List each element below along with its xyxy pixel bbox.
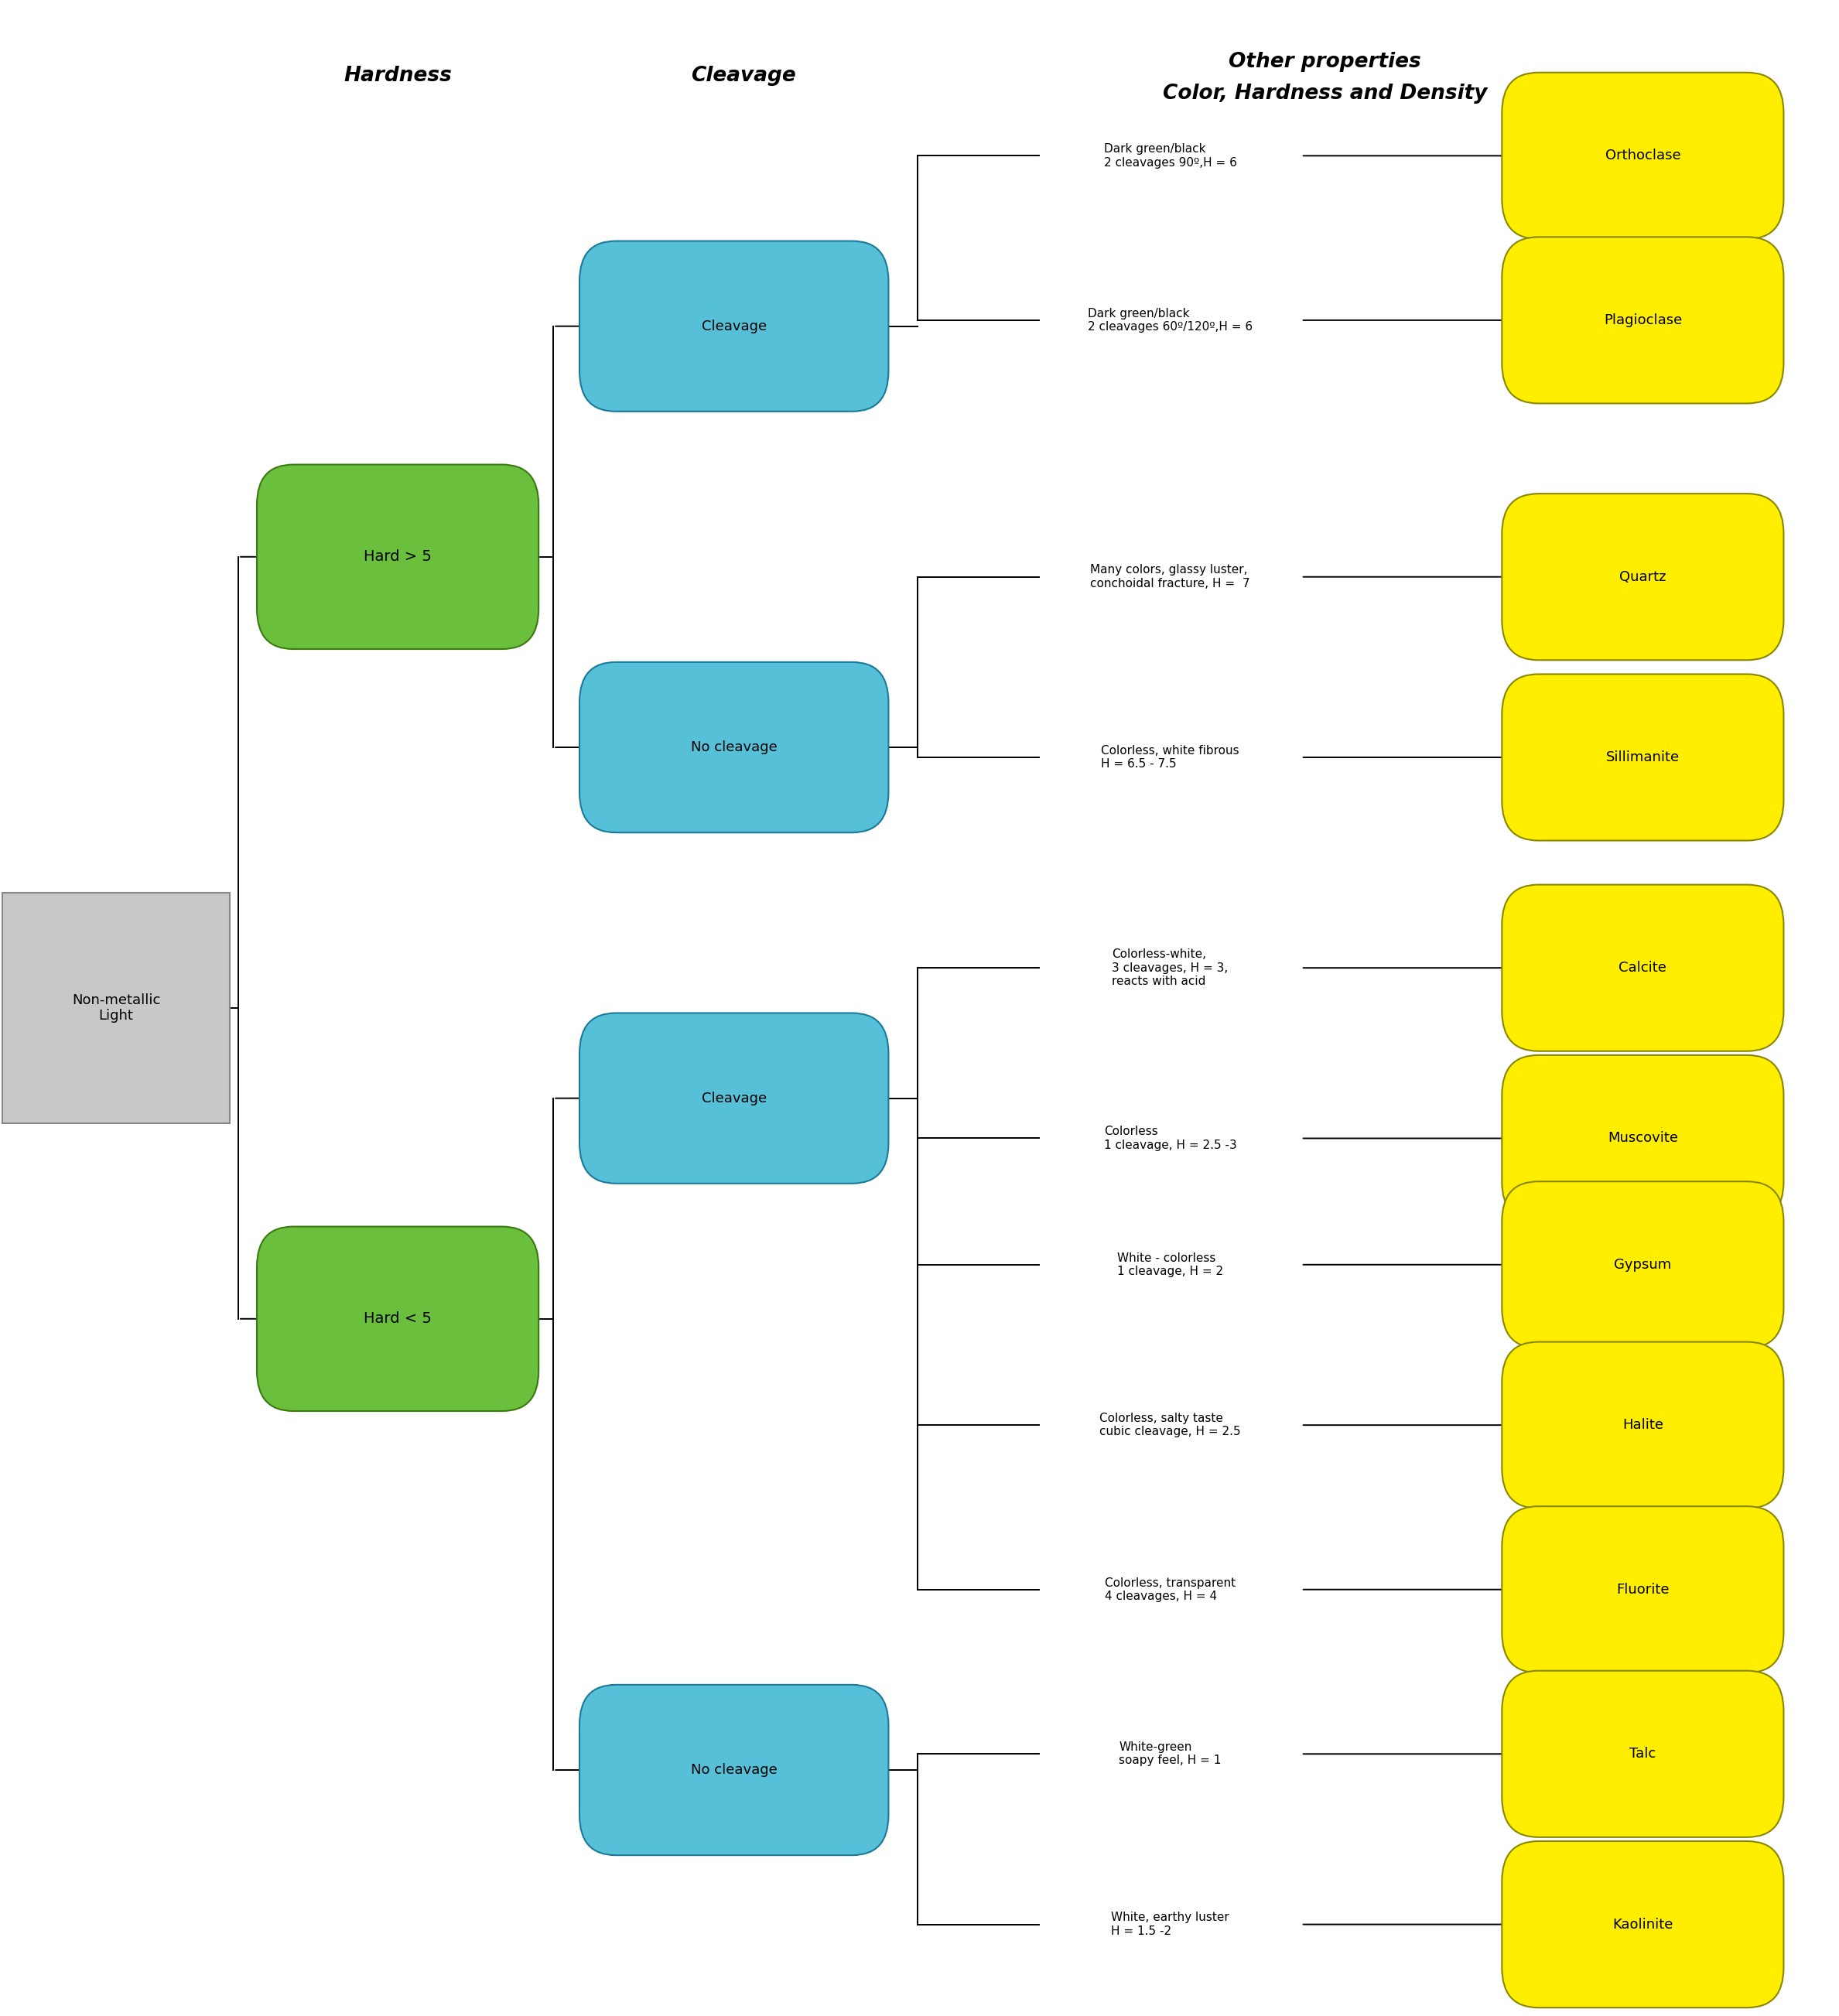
Text: Orthoclase: Orthoclase	[1605, 149, 1681, 163]
Text: Dark green/black
2 cleavages 90º,H = 6: Dark green/black 2 cleavages 90º,H = 6	[1103, 143, 1236, 167]
FancyBboxPatch shape	[1502, 1054, 1784, 1222]
Text: Other properties: Other properties	[1228, 52, 1422, 73]
FancyBboxPatch shape	[1502, 1506, 1784, 1673]
Text: Calcite: Calcite	[1618, 962, 1666, 976]
FancyBboxPatch shape	[1502, 494, 1784, 659]
Text: Colorless, transparent
4 cleavages, H = 4: Colorless, transparent 4 cleavages, H = …	[1105, 1577, 1236, 1603]
Text: Dark green/black
2 cleavages 60º/120º,H = 6: Dark green/black 2 cleavages 60º/120º,H …	[1089, 308, 1252, 333]
Text: Plagioclase: Plagioclase	[1604, 312, 1683, 327]
Text: Talc: Talc	[1629, 1748, 1657, 1760]
FancyBboxPatch shape	[257, 1226, 539, 1411]
Text: Color, Hardness and Density: Color, Hardness and Density	[1162, 83, 1488, 103]
FancyBboxPatch shape	[579, 1012, 888, 1183]
Text: Hard > 5: Hard > 5	[364, 550, 432, 564]
FancyBboxPatch shape	[1502, 1343, 1784, 1508]
Text: Sillimanite: Sillimanite	[1605, 750, 1679, 764]
FancyBboxPatch shape	[1502, 1841, 1784, 2008]
Text: Hard < 5: Hard < 5	[364, 1312, 432, 1327]
Text: White - colorless
1 cleavage, H = 2: White - colorless 1 cleavage, H = 2	[1116, 1252, 1223, 1278]
Text: Colorless, white fibrous
H = 6.5 - 7.5: Colorless, white fibrous H = 6.5 - 7.5	[1102, 744, 1239, 770]
Text: Kaolinite: Kaolinite	[1613, 1917, 1673, 1931]
Text: No cleavage: No cleavage	[691, 1764, 778, 1776]
FancyBboxPatch shape	[1502, 238, 1784, 403]
Text: Many colors, glassy luster,
conchoidal fracture, H =  7: Many colors, glassy luster, conchoidal f…	[1091, 564, 1251, 589]
Text: Colorless
1 cleavage, H = 2.5 -3: Colorless 1 cleavage, H = 2.5 -3	[1103, 1125, 1236, 1151]
Text: Colorless-white,
3 cleavages, H = 3,
reacts with acid: Colorless-white, 3 cleavages, H = 3, rea…	[1113, 950, 1228, 988]
Text: Gypsum: Gypsum	[1615, 1258, 1672, 1272]
FancyBboxPatch shape	[1502, 1671, 1784, 1837]
Text: Non-metallic
Light: Non-metallic Light	[72, 994, 160, 1022]
FancyBboxPatch shape	[2, 893, 230, 1123]
FancyBboxPatch shape	[1502, 673, 1784, 841]
Text: Cleavage: Cleavage	[701, 319, 767, 333]
FancyBboxPatch shape	[579, 661, 888, 833]
Text: Colorless, salty taste
cubic cleavage, H = 2.5: Colorless, salty taste cubic cleavage, H…	[1100, 1413, 1241, 1437]
Text: Cleavage: Cleavage	[691, 65, 796, 85]
Text: Quartz: Quartz	[1620, 571, 1666, 585]
Text: Halite: Halite	[1622, 1417, 1662, 1431]
FancyBboxPatch shape	[1502, 885, 1784, 1050]
Text: Cleavage: Cleavage	[701, 1091, 767, 1105]
Text: Muscovite: Muscovite	[1607, 1131, 1677, 1145]
FancyBboxPatch shape	[1502, 1181, 1784, 1349]
Text: No cleavage: No cleavage	[691, 740, 778, 754]
FancyBboxPatch shape	[579, 242, 888, 411]
FancyBboxPatch shape	[257, 464, 539, 649]
Text: White-green
soapy feel, H = 1: White-green soapy feel, H = 1	[1118, 1742, 1221, 1766]
FancyBboxPatch shape	[1502, 73, 1784, 240]
FancyBboxPatch shape	[579, 1685, 888, 1855]
Text: White, earthy luster
H = 1.5 -2: White, earthy luster H = 1.5 -2	[1111, 1911, 1228, 1937]
Text: Hardness: Hardness	[344, 65, 452, 85]
Text: Fluorite: Fluorite	[1616, 1583, 1670, 1597]
